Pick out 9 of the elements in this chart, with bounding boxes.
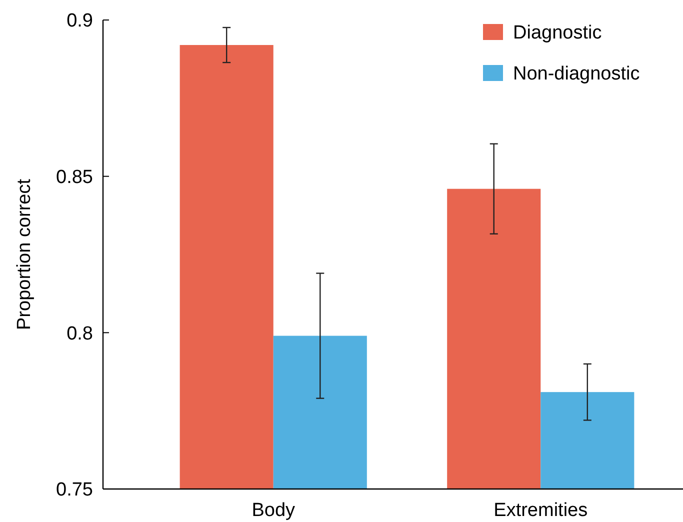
- y-tick-label: 0.9: [66, 10, 93, 32]
- x-tick-label: Body: [252, 500, 296, 521]
- y-axis-title: Proportion correct: [14, 178, 35, 330]
- y-tick-label: 0.85: [56, 166, 93, 188]
- x-tick-label: Extremities: [494, 500, 588, 521]
- y-tick-label: 0.8: [66, 323, 93, 344]
- legend-label: Non-diagnostic: [513, 64, 640, 85]
- y-tick-label: 0.75: [56, 480, 93, 501]
- legend-label: Diagnostic: [513, 22, 602, 44]
